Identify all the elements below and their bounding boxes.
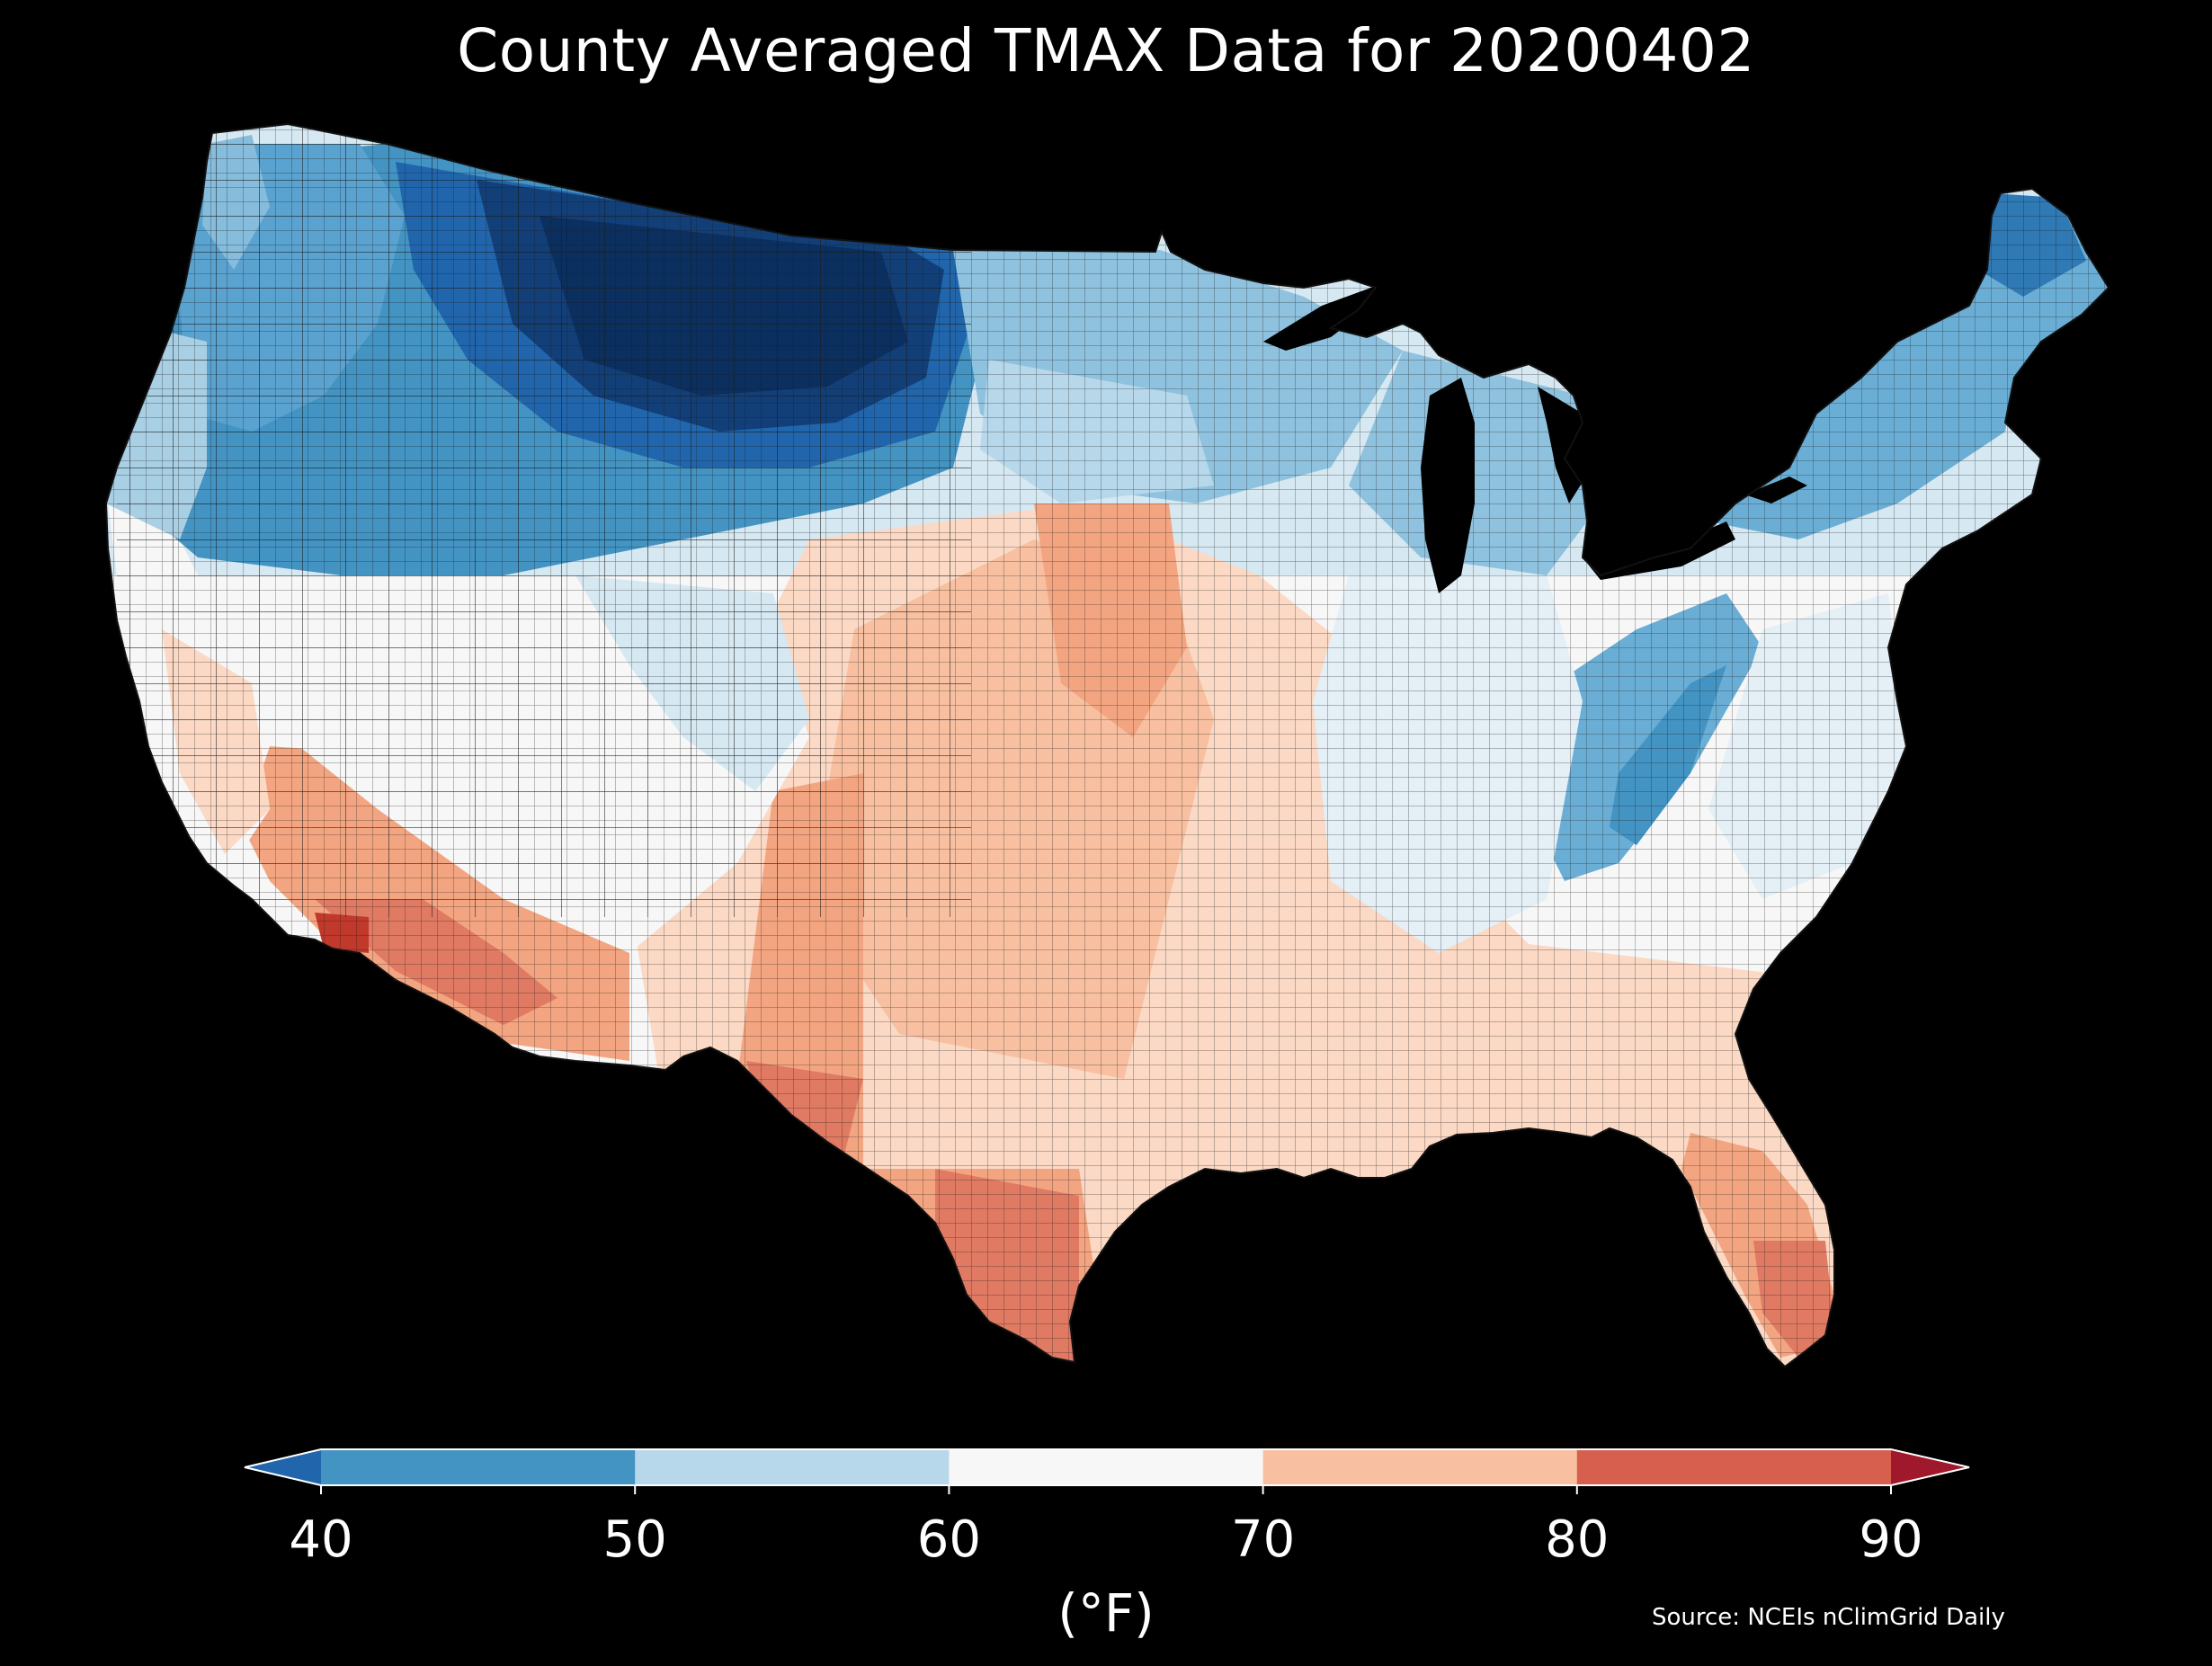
colorbar-bin-80-90 (1576, 1449, 1892, 1485)
map-title: County Averaged TMAX Data for 20200402 (457, 16, 1755, 85)
colorbar-tick-label: 60 (916, 1510, 982, 1569)
colorbar-tick-label: 40 (289, 1510, 353, 1569)
colorbar-bin-50-60 (635, 1449, 950, 1485)
source-credit: Source: NCEIs nClimGrid Daily (1652, 1604, 2005, 1631)
colorbar-tick-label: 50 (602, 1510, 667, 1569)
colorbar-tick-label: 70 (1230, 1510, 1296, 1569)
great-lakes (1263, 286, 1807, 593)
colorbar-bin-60-70 (949, 1449, 1264, 1485)
colorbar-tick-label: 80 (1545, 1510, 1610, 1569)
colorbar-extend-low (245, 1449, 321, 1485)
colorbar-bin-70-80 (1262, 1449, 1578, 1485)
colorbar-bin-40-50 (321, 1449, 636, 1485)
colorbar-extend-high (1891, 1449, 1969, 1485)
colorbar-tick-label: 90 (1859, 1510, 1923, 1569)
colorbar-unit-label: (°F) (1057, 1582, 1155, 1644)
